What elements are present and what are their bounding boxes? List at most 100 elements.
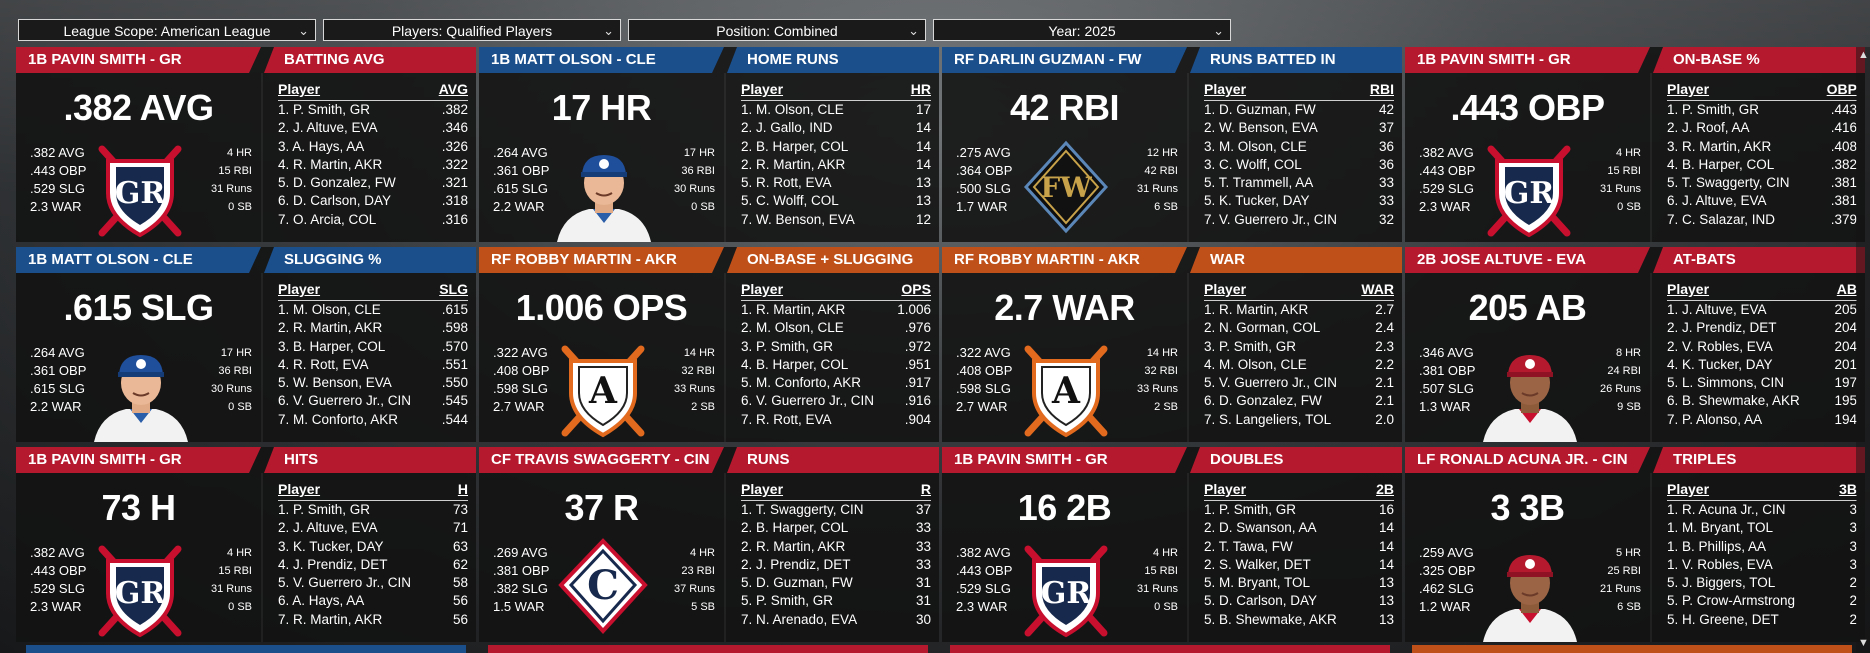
player-column-header[interactable]: Player	[741, 81, 784, 97]
leader-card[interactable]: 2B JOSE ALTUVE - EVA AT-BATS 205 AB .346 AV…	[1405, 247, 1865, 442]
player-column-header[interactable]: Player	[278, 281, 321, 297]
leader-row[interactable]: 2. T. Tawa, FW 14	[1204, 538, 1394, 556]
player-column-header[interactable]: Player	[741, 281, 784, 297]
leader-row[interactable]: 1. J. Altuve, EVA 205	[1667, 301, 1857, 319]
leader-card[interactable]: 1B PAVIN SMITH - GR ON-BASE % .443 OBP .382…	[1405, 47, 1865, 242]
leader-row[interactable]: 1. M. Olson, CLE .615	[278, 301, 468, 319]
leader-row[interactable]: 3. B. Harper, COL .570	[278, 338, 468, 356]
leader-row[interactable]: 5. H. Greene, DET 2	[1667, 611, 1857, 629]
leader-row[interactable]: 4. K. Tucker, DAY 201	[1667, 356, 1857, 374]
leader-row[interactable]: 1. M. Bryant, TOL 3	[1667, 519, 1857, 537]
leader-row[interactable]: 4. R. Rott, EVA .551	[278, 356, 468, 374]
leader-row[interactable]: 5. D. Carlson, DAY 13	[1204, 592, 1394, 610]
leader-card[interactable]: RF ROBBY MARTIN - AKR WAR 2.7 WAR .322 AVG.…	[942, 247, 1402, 442]
stat-column-header[interactable]: RBI	[1369, 81, 1394, 97]
player-header[interactable]: CF TRAVIS SWAGGERTY - CIN	[479, 447, 724, 473]
leader-row[interactable]: 1. T. Swaggerty, CIN 37	[741, 501, 931, 519]
leader-row[interactable]: 1. D. Guzman, FW 42	[1204, 101, 1394, 119]
leader-row[interactable]: 5. T. Trammell, AA 33	[1204, 174, 1394, 192]
leader-row[interactable]: 2. J. Prendiz, DET 204	[1667, 319, 1857, 337]
player-column-header[interactable]: Player	[1667, 81, 1710, 97]
leader-row[interactable]: 4. R. Martin, AKR .322	[278, 156, 468, 174]
leader-card[interactable]: 1B MATT OLSON - CLE HOME RUNS 17 HR .264 AV…	[479, 47, 939, 242]
leader-row[interactable]: 1. B. Phillips, AA 3	[1667, 538, 1857, 556]
leader-row[interactable]: 6. V. Guerrero Jr., CIN .545	[278, 392, 468, 410]
leader-row[interactable]: 1. R. Martin, AKR 1.006	[741, 301, 931, 319]
leader-row[interactable]: 4. M. Olson, CLE 2.2	[1204, 356, 1394, 374]
leader-row[interactable]: 5. R. Rott, EVA 13	[741, 174, 931, 192]
player-header[interactable]: RF ROBBY MARTIN - AKR	[942, 247, 1187, 273]
player-headshot[interactable]	[1475, 343, 1585, 442]
leader-row[interactable]: 5. L. Simmons, CIN 197	[1667, 374, 1857, 392]
leader-row[interactable]: 2. V. Robles, EVA 204	[1667, 338, 1857, 356]
leader-row[interactable]: 7. N. Arenado, EVA 30	[741, 611, 931, 629]
leader-card[interactable]: RF ROBBY MARTIN - AKR ON-BASE + SLUGGING 1…	[479, 247, 939, 442]
position-dropdown[interactable]: Position: Combined ⌄	[628, 19, 926, 41]
leader-row[interactable]: 2. R. Martin, AKR 14	[741, 156, 931, 174]
player-column-header[interactable]: Player	[741, 481, 784, 497]
leader-row[interactable]: 6. A. Hays, AA 56	[278, 592, 468, 610]
player-header[interactable]: RF DARLIN GUZMAN - FW	[942, 47, 1187, 73]
player-header[interactable]: RF ROBBY MARTIN - AKR	[479, 247, 724, 273]
leader-row[interactable]: 6. J. Altuve, EVA .381	[1667, 192, 1857, 210]
stat-column-header[interactable]: R	[920, 481, 931, 497]
leader-row[interactable]: 2. B. Harper, COL 14	[741, 138, 931, 156]
player-column-header[interactable]: Player	[1204, 81, 1247, 97]
leader-card[interactable]: CF TRAVIS SWAGGERTY - CIN RUNS 37 R .269 AV…	[479, 447, 939, 642]
leader-row[interactable]: 5. C. Wolff, COL 13	[741, 192, 931, 210]
leader-row[interactable]: 2. S. Walker, DET 14	[1204, 556, 1394, 574]
leader-row[interactable]: 2. J. Prendiz, DET 33	[741, 556, 931, 574]
leader-row[interactable]: 3. R. Martin, AKR .408	[1667, 138, 1857, 156]
leader-row[interactable]: 2. D. Swanson, AA 14	[1204, 519, 1394, 537]
leader-row[interactable]: 5. K. Tucker, DAY 33	[1204, 192, 1394, 210]
leader-row[interactable]: 7. C. Salazar, IND .379	[1667, 211, 1857, 229]
stat-column-header[interactable]: HR	[910, 81, 931, 97]
stat-column-header[interactable]: AB	[1836, 281, 1857, 297]
player-header[interactable]: LF RONALD ACUNA JR. - CIN	[1405, 447, 1650, 473]
stat-column-header[interactable]: SLG	[439, 281, 468, 297]
player-headshot[interactable]	[1475, 543, 1585, 642]
leader-row[interactable]: 5. D. Gonzalez, FW .321	[278, 174, 468, 192]
leader-row[interactable]: 1. R. Martin, AKR 2.7	[1204, 301, 1394, 319]
leader-row[interactable]: 5. V. Guerrero Jr., CIN 2.1	[1204, 374, 1394, 392]
leader-row[interactable]: 2. W. Benson, EVA 37	[1204, 119, 1394, 137]
leader-row[interactable]: 7. R. Martin, AKR 56	[278, 611, 468, 629]
leader-row[interactable]: 1. P. Smith, GR 16	[1204, 501, 1394, 519]
leader-card[interactable]: 1B PAVIN SMITH - GR DOUBLES 16 2B .382 AVG.…	[942, 447, 1402, 642]
leader-row[interactable]: 3. P. Smith, GR 2.3	[1204, 338, 1394, 356]
leader-row[interactable]: 5. T. Swaggerty, CIN .381	[1667, 174, 1857, 192]
leader-row[interactable]: 3. K. Tucker, DAY 63	[278, 538, 468, 556]
leader-row[interactable]: 5. M. Conforto, AKR .917	[741, 374, 931, 392]
leader-row[interactable]: 4. J. Prendiz, DET 62	[278, 556, 468, 574]
leader-row[interactable]: 7. V. Guerrero Jr., CIN 32	[1204, 211, 1394, 229]
stat-column-header[interactable]: 3B	[1839, 481, 1857, 497]
leader-row[interactable]: 7. P. Alonso, AA 194	[1667, 411, 1857, 429]
league-scope-dropdown[interactable]: League Scope: American League ⌄	[18, 19, 316, 41]
leader-row[interactable]: 5. M. Bryant, TOL 13	[1204, 574, 1394, 592]
leader-row[interactable]: 3. C. Wolff, COL 36	[1204, 156, 1394, 174]
leader-row[interactable]: 1. P. Smith, GR 73	[278, 501, 468, 519]
leader-row[interactable]: 7. S. Langeliers, TOL 2.0	[1204, 411, 1394, 429]
leader-row[interactable]: 5. P. Smith, GR 31	[741, 592, 931, 610]
player-headshot[interactable]	[549, 143, 659, 242]
leader-row[interactable]: 6. V. Guerrero Jr., CIN .916	[741, 392, 931, 410]
leader-row[interactable]: 7. W. Benson, EVA 12	[741, 211, 931, 229]
leader-row[interactable]: 7. O. Arcia, COL .316	[278, 211, 468, 229]
leader-row[interactable]: 2. R. Martin, AKR .598	[278, 319, 468, 337]
player-header[interactable]: 1B PAVIN SMITH - GR	[942, 447, 1187, 473]
vertical-scrollbar[interactable]: ▲ ▼	[1856, 47, 1870, 653]
player-column-header[interactable]: Player	[1667, 281, 1710, 297]
scroll-up-icon[interactable]: ▲	[1858, 49, 1869, 61]
leader-row[interactable]: 3. P. Smith, GR .972	[741, 338, 931, 356]
year-dropdown[interactable]: Year: 2025 ⌄	[933, 19, 1231, 41]
leader-card[interactable]: 1B PAVIN SMITH - GR BATTING AVG .382 AVG .3…	[16, 47, 476, 242]
leader-row[interactable]: 6. D. Gonzalez, FW 2.1	[1204, 392, 1394, 410]
leader-row[interactable]: 1. P. Smith, GR .382	[278, 101, 468, 119]
player-header[interactable]: 1B MATT OLSON - CLE	[16, 247, 261, 273]
leader-row[interactable]: 2. J. Altuve, EVA .346	[278, 119, 468, 137]
leader-row[interactable]: 5. P. Crow-Armstrong 2	[1667, 592, 1857, 610]
stat-column-header[interactable]: 2B	[1376, 481, 1394, 497]
stat-column-header[interactable]: WAR	[1361, 281, 1394, 297]
leader-row[interactable]: 2. R. Martin, AKR 33	[741, 538, 931, 556]
player-header[interactable]: 1B PAVIN SMITH - GR	[16, 47, 261, 73]
